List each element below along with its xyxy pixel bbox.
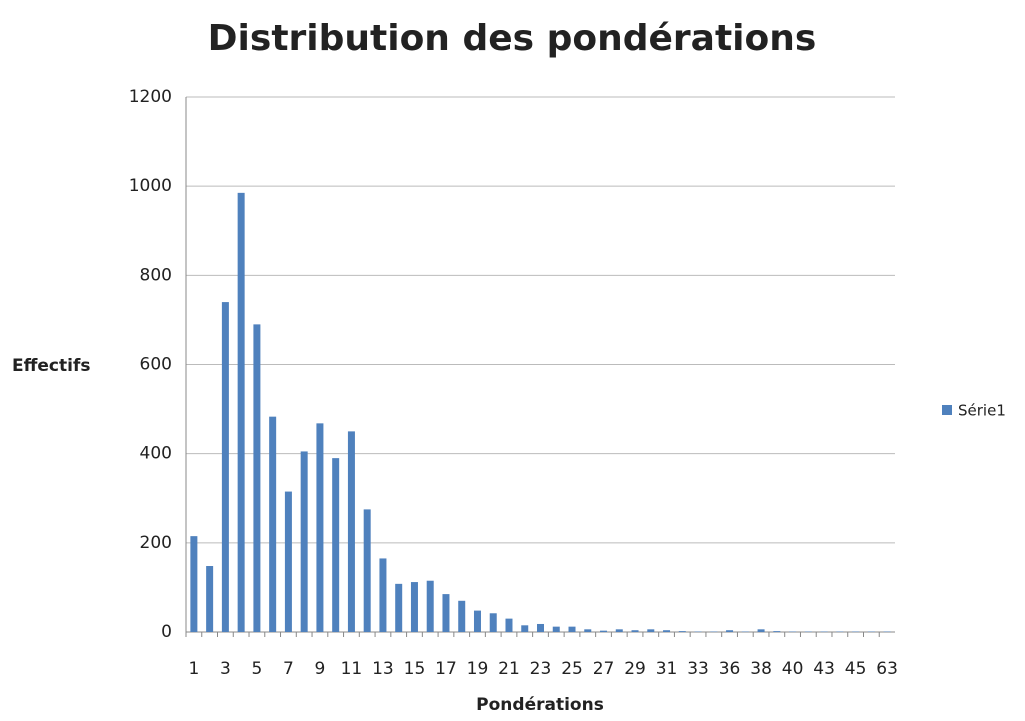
x-tick-label: 29 [624,659,646,679]
bar [490,613,497,632]
x-tick-label: 25 [561,659,583,679]
x-axis-label: Pondérations [476,695,604,715]
y-tick-label: 400 [140,444,172,464]
x-tick-label: 13 [372,659,394,679]
x-tick-label: 63 [876,659,898,679]
x-tick-label: 38 [750,659,772,679]
x-tick-label: 15 [404,659,426,679]
y-tick-label: 0 [161,622,172,642]
bar [285,492,292,632]
y-tick-label: 1200 [129,87,172,107]
x-tick-label: 21 [498,659,520,679]
bar [442,594,449,632]
x-tick-label: 45 [845,659,867,679]
bar [395,584,402,632]
x-tick-label: 43 [813,659,835,679]
bar [332,458,339,632]
bar [458,601,465,632]
x-tick-label: 11 [341,659,363,679]
bar [553,627,560,632]
y-axis-label: Effectifs [12,356,90,376]
bar [773,631,780,632]
x-tick-label: 31 [656,659,678,679]
bar [474,611,481,632]
bar [616,629,623,632]
bar [584,629,591,632]
bar [411,582,418,632]
bar [427,581,434,632]
bar [726,630,733,632]
bar [206,566,213,632]
bar [222,302,229,632]
bar [679,631,686,632]
y-tick-label: 1000 [129,176,172,196]
y-tick-label: 600 [140,355,172,375]
x-tick-label: 1 [188,659,199,679]
x-tick-label: 36 [719,659,741,679]
y-tick-label: 800 [140,265,172,285]
x-tick-label: 33 [687,659,709,679]
y-tick-label: 200 [140,533,172,553]
x-tick-label: 3 [220,659,231,679]
bar [379,558,386,632]
bar [632,630,639,632]
bar [316,423,323,632]
x-tick-label: 7 [283,659,294,679]
x-tick-label: 40 [782,659,804,679]
chart-title: Distribution des pondérations [208,18,817,59]
x-tick-label: 19 [467,659,489,679]
bar [301,451,308,632]
bar [348,431,355,632]
bar [537,624,544,632]
bar [238,193,245,632]
bar [190,536,197,632]
bar [600,631,607,632]
bar [505,619,512,632]
bar [758,629,765,632]
x-tick-label: 23 [530,659,552,679]
bar [663,630,670,632]
bar [521,625,528,632]
legend-swatch [942,405,952,415]
legend-label: Série1 [958,402,1006,420]
bar [569,627,576,632]
bar [269,417,276,632]
bar [364,509,371,632]
x-tick-label: 17 [435,659,457,679]
x-tick-label: 27 [593,659,615,679]
x-tick-label: 9 [315,659,326,679]
bar [253,324,260,632]
bar [647,629,654,632]
x-tick-label: 5 [251,659,262,679]
